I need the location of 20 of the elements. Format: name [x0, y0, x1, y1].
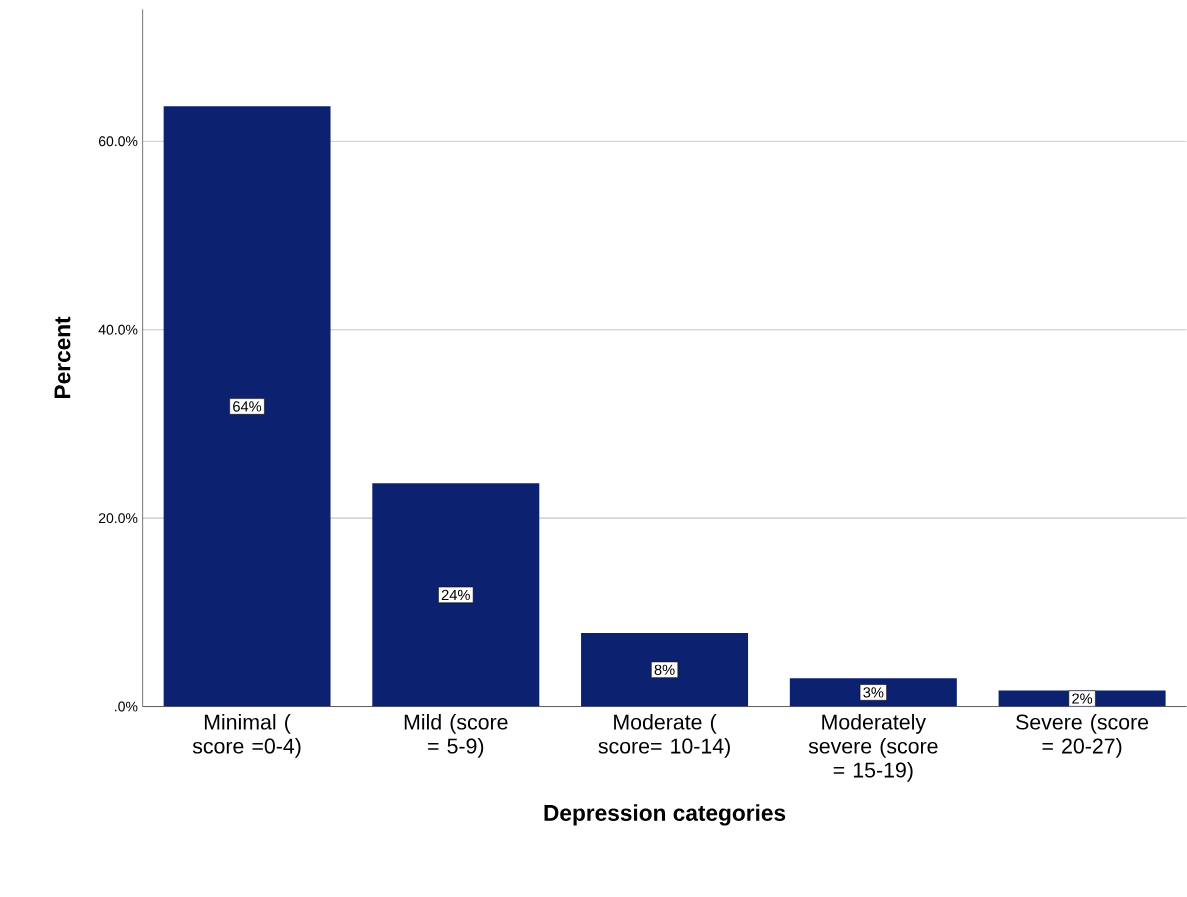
bar — [789, 678, 957, 707]
bar — [581, 632, 749, 707]
x-tick-label: Minimal ( score =0-4) — [192, 713, 301, 758]
x-axis-title: Depression categories — [544, 804, 786, 826]
y-tick-label: 20.0% — [98, 513, 138, 523]
y-tick-label: 40.0% — [98, 324, 138, 335]
data-label: 3% — [863, 687, 884, 698]
bar — [372, 483, 540, 707]
x-tick-label: Moderately severe (score = 15-19) — [808, 713, 938, 782]
x-tick-label: Moderate ( score= 10-14) — [598, 713, 730, 758]
y-tick-label: 60.0% — [98, 136, 138, 147]
x-tick-label: Severe (score = 20-27) — [1016, 713, 1149, 758]
x-tick-label: Mild (score = 5-9) — [404, 713, 508, 758]
y-axis-title: Percent — [54, 316, 71, 398]
y-tick-label: .0% — [115, 701, 138, 712]
data-label: 64% — [233, 401, 262, 412]
data-label: 24% — [441, 589, 470, 600]
data-label: 8% — [654, 664, 675, 675]
bar — [163, 106, 331, 707]
data-label: 2% — [1072, 693, 1093, 704]
